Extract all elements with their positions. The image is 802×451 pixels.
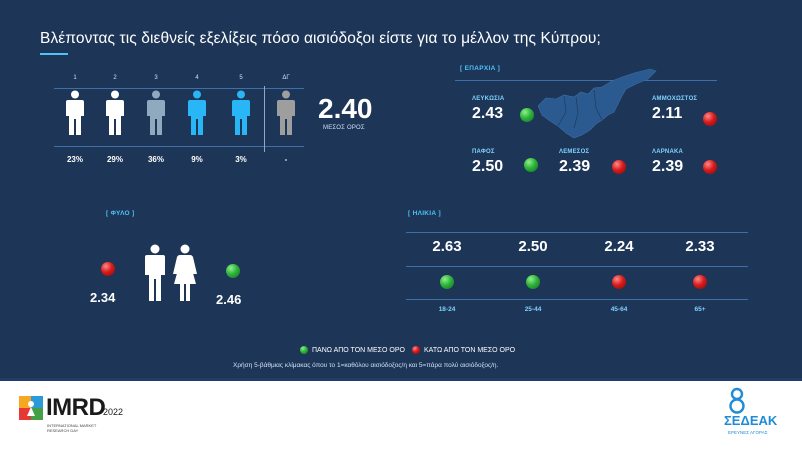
region-value-larnaka: 2.39 [652, 158, 684, 175]
gender-female-dot [226, 264, 240, 278]
scale-column-number: ΔΓ [282, 75, 290, 81]
scale-column-percentage: 23% [66, 155, 83, 164]
scale-column-number: 2 [113, 75, 117, 81]
region-dot-lemesos [612, 160, 626, 174]
title-underline [40, 53, 68, 55]
imrd-name: IMRD [46, 394, 106, 421]
gender-section-label: [ ΦΥΛΟ ] [106, 210, 135, 217]
imrd-sub-1: INTERNATIONAL MARKET [47, 423, 97, 428]
imrd-logo-icon [19, 396, 43, 420]
person-icon [66, 90, 84, 135]
legend-above-text: ΠΑΝΩ ΑΠΟ ΤΟΝ ΜΕΣΟ ΟΡΟ [312, 347, 405, 354]
scale-footnote: Χρήση 5-βάθμιας κλίμακας όπου το 1=καθόλ… [233, 362, 499, 369]
region-name-ammochostos: ΑΜΜΟΧΩΣΤΟΣ [652, 96, 698, 102]
region-dot-lefkosia [520, 108, 534, 122]
scale-column-percentage: 3% [235, 155, 247, 164]
age-section-label: [ ΗΛΙΚΙΑ ] [408, 210, 441, 217]
slide-title: Βλέποντας τις διεθνείς εξελίξεις πόσο αι… [40, 30, 601, 47]
province-rule [455, 80, 717, 81]
age-status-dot [612, 275, 626, 289]
gender-male-dot [101, 262, 115, 276]
content-panel: Βλέποντας τις διεθνείς εξελίξεις πόσο αι… [0, 0, 802, 378]
male-icon [145, 244, 165, 301]
scale-column-percentage: 9% [191, 155, 203, 164]
mean-label: ΜΕΣΟΣ ΟΡΟΣ [323, 125, 365, 131]
scale-column-percentage: 29% [106, 155, 123, 164]
footer: IMRD 2022 INTERNATIONAL MARKET RESEARCH … [0, 378, 802, 451]
scale-column-number: 4 [195, 75, 199, 81]
age-top-rule [406, 232, 748, 233]
sedeak-logo-icon [729, 387, 745, 414]
region-name-lefkosia: ΛΕΥΚΩΣΙΑ [472, 96, 505, 102]
age-mid-rule [406, 266, 748, 267]
legend-below-text: ΚΑΤΩ ΑΠΟ ΤΟΝ ΜΕΣΟ ΟΡΟ [424, 347, 516, 354]
gender-male-value: 2.34 [90, 290, 116, 305]
mean-value: 2.40 [318, 93, 373, 124]
imrd-sub-2: RESEARCH DAY [47, 428, 79, 433]
imrd-year: 2022 [103, 407, 124, 417]
age-group-label: 18-24 [438, 306, 456, 313]
scale-column-number: 3 [154, 75, 158, 81]
person-icon [106, 90, 124, 135]
age-bottom-rule [406, 299, 748, 300]
scale-bottom-rule [54, 146, 304, 147]
person-icon [232, 90, 250, 135]
region-dot-larnaka [703, 160, 717, 174]
scale-divider [264, 86, 265, 152]
scale-column-percentage: - [284, 155, 288, 164]
age-value: 2.63 [432, 238, 462, 255]
age-status-dot [526, 275, 540, 289]
age-group-label: 45-64 [610, 306, 628, 313]
age-status-dot [693, 275, 707, 289]
cyprus-map-icon [537, 68, 657, 139]
age-group-label: 25-44 [524, 306, 542, 313]
person-icon [188, 90, 206, 135]
age-group-label: 65+ [694, 306, 706, 313]
province-section-label: [ ΕΠΑΡΧΙΑ ] [460, 65, 501, 72]
female-icon [173, 244, 197, 301]
region-value-ammochostos: 2.11 [652, 105, 683, 122]
region-value-lefkosia: 2.43 [472, 105, 504, 122]
age-value: 2.33 [685, 238, 715, 255]
age-value: 2.50 [518, 238, 548, 255]
sedeak-sub: ΕΡΕΥΝΕΣ ΑΓΟΡΑΣ [728, 430, 768, 435]
region-name-lemesos: ΛΕΜΕΣΟΣ [559, 149, 590, 155]
legend-below-dot [412, 346, 420, 354]
scale-top-rule [54, 88, 304, 89]
region-dot-ammochostos [703, 112, 717, 126]
gender-female-value: 2.46 [216, 292, 242, 307]
region-name-pafos: ΠΑΦΟΣ [472, 149, 495, 155]
scale-column-percentage: 36% [147, 155, 164, 164]
region-dot-pafos [524, 158, 538, 172]
region-name-larnaka: ΛΑΡΝΑΚΑ [652, 149, 684, 155]
sedeak-name: ΣΕΔΕΑΚ [724, 413, 778, 428]
scale-column-number: 5 [239, 75, 243, 81]
legend-above-dot [300, 346, 308, 354]
scale-column-number: 1 [73, 75, 77, 81]
age-status-dot [440, 275, 454, 289]
age-value: 2.24 [604, 238, 634, 255]
person-icon [147, 90, 165, 135]
person-icon [277, 90, 295, 135]
region-value-lemesos: 2.39 [559, 158, 591, 175]
region-value-pafos: 2.50 [472, 158, 504, 175]
